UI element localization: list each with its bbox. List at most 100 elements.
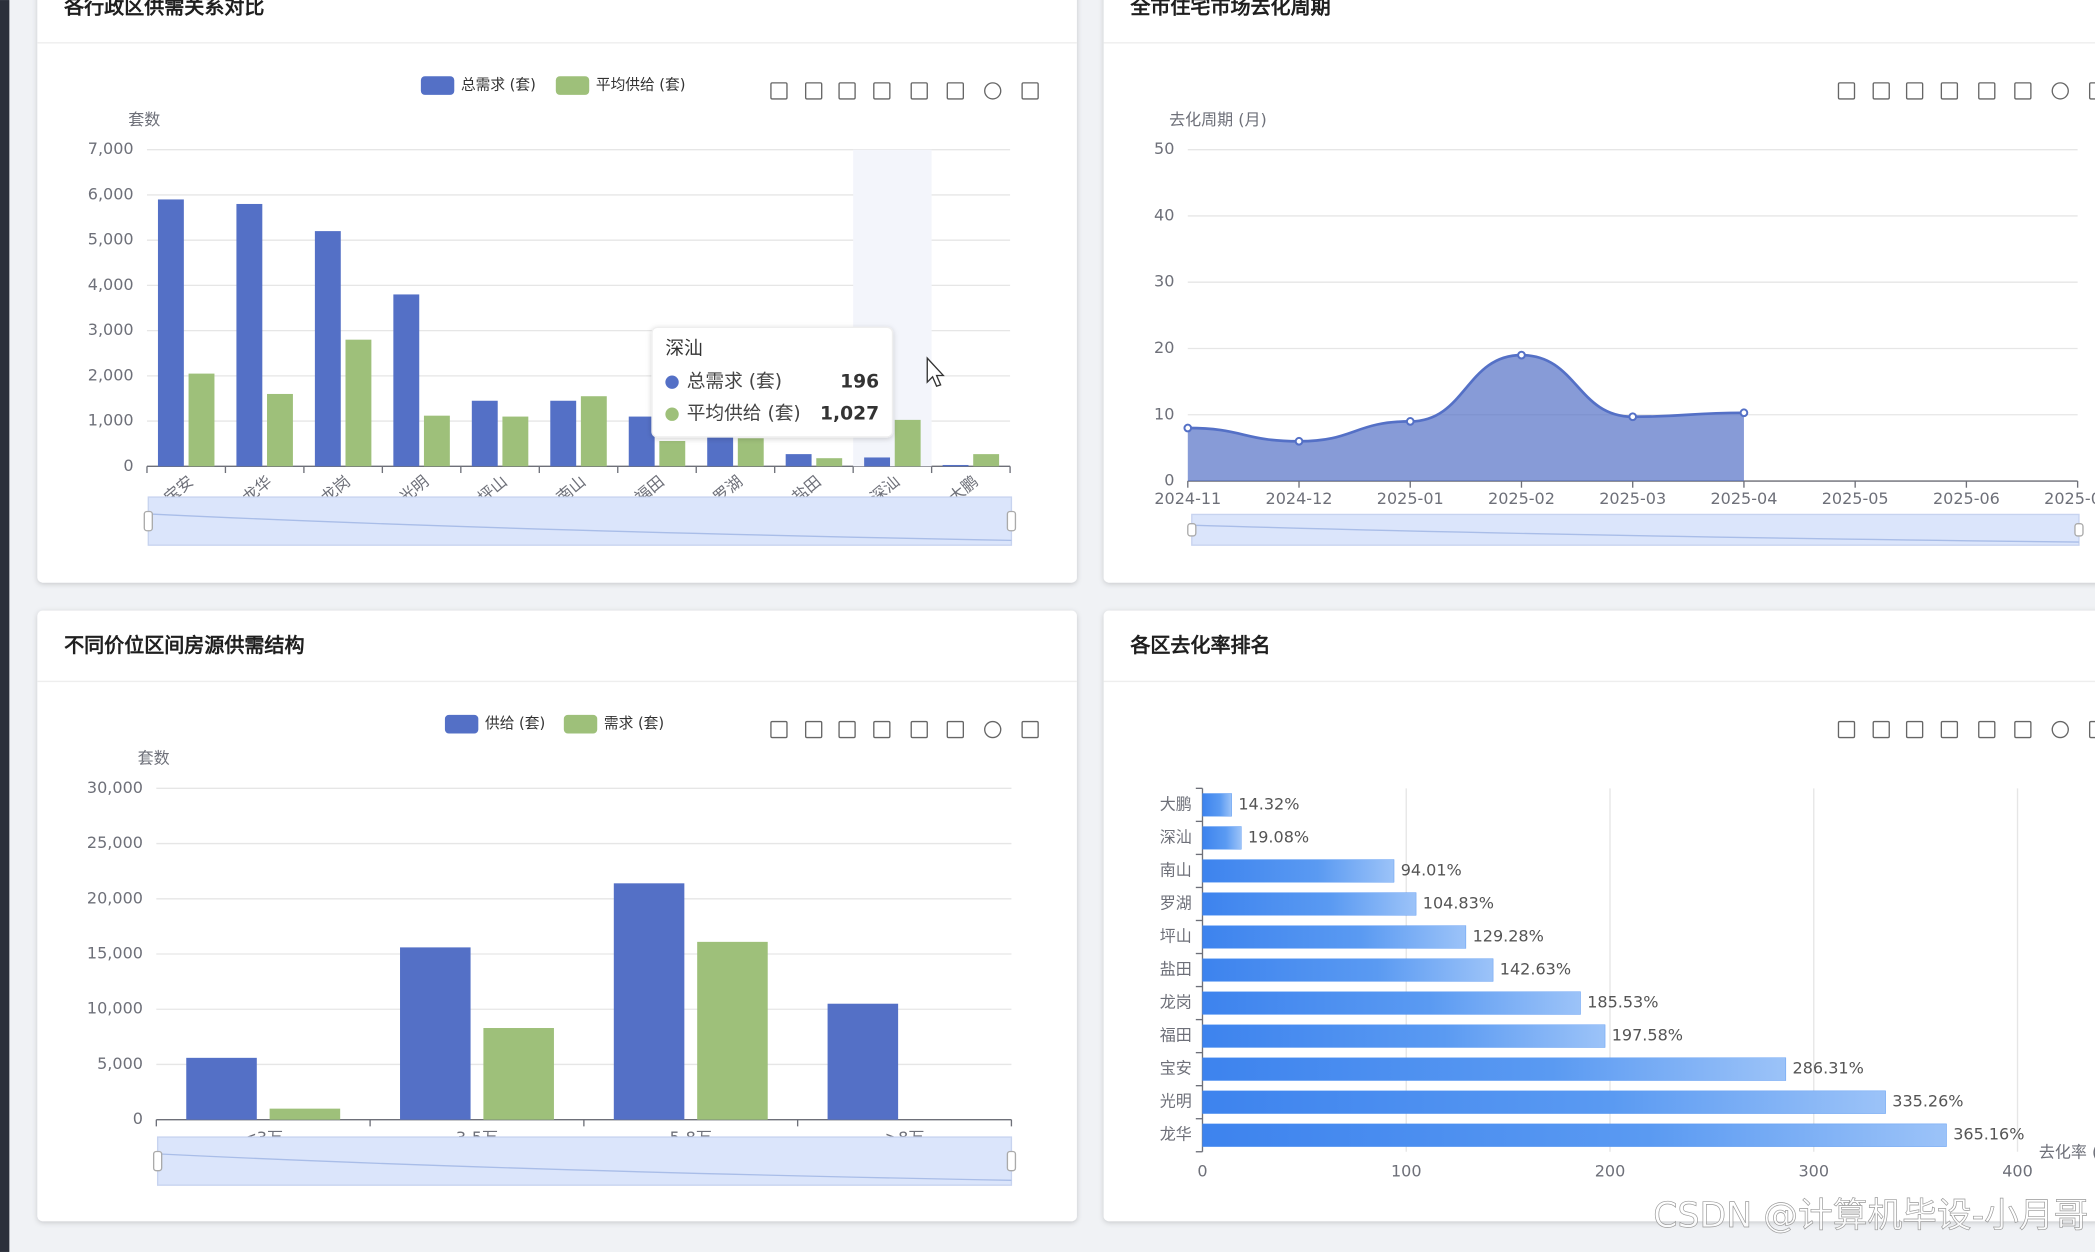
toolbox-icon[interactable] [1837, 82, 1856, 100]
point [1183, 423, 1193, 433]
x-tick-label: 2025-07 [2044, 489, 2095, 508]
y-tick-label: 3,000 [88, 320, 134, 339]
value-label: 142.63% [1500, 960, 1571, 979]
cursor [926, 356, 945, 387]
bar [314, 231, 341, 467]
bar [659, 441, 686, 467]
y-tick-label: 4,000 [88, 275, 134, 294]
data-zoom-shadow [148, 513, 1012, 542]
bar [269, 1108, 341, 1120]
data-zoom-handle[interactable] [1006, 510, 1017, 532]
toolbox-icon[interactable] [770, 720, 788, 739]
toolbox-icon[interactable] [1940, 82, 1959, 100]
bar [1202, 793, 1232, 817]
y-tick-label: 20 [1154, 338, 1174, 357]
bar [550, 400, 577, 467]
y-tick-label: 罗湖 [1160, 893, 1192, 912]
side-strip [0, 0, 10, 1252]
bar [502, 416, 529, 467]
toolbox-icon[interactable] [984, 82, 1002, 100]
toolbox-icon[interactable] [1940, 720, 1959, 739]
bar [1202, 991, 1581, 1015]
bar [345, 339, 372, 467]
toolbox-icon[interactable] [2051, 82, 2069, 100]
y-tick-label: 福田 [1160, 1026, 1192, 1045]
y-tick-label: 40 [1154, 205, 1174, 224]
data-zoom-handle[interactable] [143, 510, 153, 532]
data-zoom-handle[interactable] [1006, 1150, 1017, 1172]
toolbox-icon[interactable] [804, 720, 823, 739]
y-tick-label: 5,000 [88, 230, 134, 249]
toolbox-icon[interactable] [2014, 82, 2032, 100]
bar [1202, 925, 1467, 949]
toolbox-icon[interactable] [1837, 720, 1856, 739]
toolbox-icon[interactable] [2051, 720, 2069, 739]
legend-swatch [555, 76, 590, 95]
value-label: 335.26% [1892, 1092, 1963, 1111]
y-tick-label: 30,000 [87, 778, 143, 797]
toolbox-icon[interactable] [2088, 720, 2095, 739]
y-tick-label: 7,000 [88, 139, 134, 158]
y-tick-label: 0 [123, 456, 133, 475]
y-tick-label: 南山 [1160, 860, 1192, 879]
toolbox-icon[interactable] [1905, 720, 1924, 739]
toolbox-icon[interactable] [1872, 82, 1890, 100]
toolbox-icon[interactable] [910, 82, 928, 100]
toolbox-icon[interactable] [984, 720, 1002, 739]
toolbox-icon[interactable] [910, 720, 928, 739]
bar [267, 393, 293, 467]
toolbox-icon[interactable] [838, 82, 856, 100]
toolbox-icon[interactable] [1978, 82, 1996, 100]
value-label: 185.53% [1587, 993, 1658, 1012]
toolbox-icon[interactable] [873, 720, 891, 739]
legend-label: 平均供给 (套) [596, 77, 686, 94]
chart-title: 各区去化率排名 [1129, 633, 1270, 657]
y-tick-label: 光明 [1160, 1092, 1192, 1111]
value-label: 14.32% [1238, 794, 1299, 813]
bar [393, 294, 420, 467]
toolbox-icon[interactable] [804, 82, 823, 100]
data-zoom-handle[interactable] [152, 1150, 163, 1172]
y-tick-label: 30 [1154, 272, 1174, 291]
y-tick-label: 0 [1164, 471, 1174, 490]
watermark: CSDN @计算机毕设-小月哥 [1653, 1196, 2088, 1236]
y-tick-label: 20,000 [87, 888, 143, 907]
data-zoom-handle[interactable] [1187, 522, 1197, 537]
point [1517, 350, 1526, 360]
y-tick-label: 10 [1154, 404, 1174, 423]
bar [816, 458, 843, 467]
toolbox-icon[interactable] [1872, 720, 1890, 739]
legend-swatch [420, 76, 455, 95]
bar [1202, 1024, 1606, 1048]
bar [1202, 892, 1417, 916]
toolbox-icon[interactable] [1021, 720, 1039, 739]
toolbox-icon[interactable] [838, 720, 856, 739]
bar [1202, 826, 1242, 850]
toolbox-icon[interactable] [1978, 720, 1996, 739]
value-label: 19.08% [1248, 827, 1309, 846]
toolbox-icon[interactable] [873, 82, 891, 100]
y-tick-label: 50 [1154, 139, 1174, 158]
legend-label: 总需求 (套) [461, 77, 536, 94]
toolbox-icon[interactable] [2088, 82, 2095, 100]
data-zoom-handle[interactable] [2074, 522, 2084, 537]
point [1405, 417, 1415, 426]
y-tick-label: 大鹏 [1160, 794, 1192, 813]
x-tick-label: 2025-04 [1710, 489, 1777, 508]
data-zoom-shadow [157, 1153, 1012, 1182]
x-tick-label: 300 [1798, 1161, 1829, 1180]
toolbox-icon[interactable] [1905, 82, 1924, 100]
bar [894, 419, 921, 467]
toolbox-icon[interactable] [1021, 82, 1039, 100]
y-tick-label: 1,000 [88, 411, 134, 430]
toolbox-icon[interactable] [2014, 720, 2032, 739]
toolbox-icon[interactable] [946, 720, 964, 739]
toolbox-icon[interactable] [770, 82, 788, 100]
x-tick-label: 2025-03 [1599, 489, 1666, 508]
toolbox-icon[interactable] [946, 82, 964, 100]
x-tick-label: 100 [1391, 1161, 1422, 1180]
bar [697, 941, 768, 1120]
